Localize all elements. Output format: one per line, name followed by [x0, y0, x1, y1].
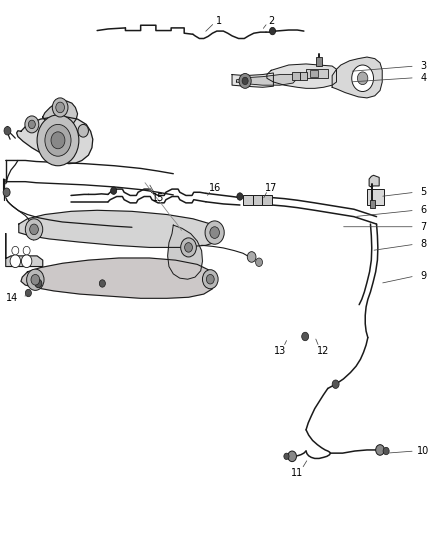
Circle shape	[332, 380, 339, 389]
Text: 7: 7	[420, 222, 427, 232]
Polygon shape	[43, 101, 78, 126]
Text: 17: 17	[265, 183, 277, 193]
Circle shape	[23, 246, 30, 255]
Bar	[370, 200, 375, 208]
Circle shape	[35, 279, 42, 288]
Circle shape	[206, 274, 214, 284]
Text: 2: 2	[268, 16, 274, 26]
Text: 3: 3	[420, 61, 427, 71]
Bar	[317, 56, 322, 66]
Circle shape	[25, 289, 32, 297]
Circle shape	[3, 188, 10, 197]
Circle shape	[284, 453, 289, 459]
Text: 8: 8	[420, 239, 427, 249]
Polygon shape	[369, 175, 379, 187]
Bar	[306, 69, 328, 78]
Circle shape	[56, 102, 64, 113]
Circle shape	[111, 187, 117, 195]
Polygon shape	[168, 225, 202, 279]
Circle shape	[357, 72, 368, 85]
Circle shape	[10, 255, 21, 268]
Circle shape	[30, 224, 39, 235]
Polygon shape	[332, 57, 382, 98]
Bar	[243, 196, 253, 205]
Circle shape	[255, 258, 262, 266]
Bar	[292, 72, 300, 80]
Text: 5: 5	[420, 187, 427, 197]
Polygon shape	[237, 75, 297, 85]
Circle shape	[288, 451, 297, 462]
Text: 11: 11	[291, 469, 304, 478]
Circle shape	[237, 193, 243, 200]
Circle shape	[376, 445, 385, 455]
Circle shape	[181, 238, 196, 257]
Circle shape	[210, 227, 219, 238]
Circle shape	[52, 98, 68, 117]
Polygon shape	[6, 233, 43, 266]
Bar	[367, 189, 385, 205]
Bar	[311, 70, 318, 77]
Bar	[262, 196, 272, 205]
Circle shape	[205, 221, 224, 244]
Circle shape	[185, 243, 192, 252]
Circle shape	[51, 132, 65, 149]
Text: 13: 13	[274, 346, 286, 357]
Circle shape	[302, 332, 309, 341]
Text: 16: 16	[208, 183, 221, 193]
Text: 14: 14	[6, 293, 18, 303]
Circle shape	[99, 280, 106, 287]
Text: 6: 6	[420, 205, 427, 215]
Circle shape	[27, 269, 44, 290]
Text: 15: 15	[152, 192, 164, 203]
Circle shape	[31, 274, 40, 285]
Bar	[253, 196, 262, 205]
Circle shape	[28, 120, 35, 128]
Text: 1: 1	[216, 16, 222, 26]
Text: 12: 12	[317, 346, 330, 357]
Polygon shape	[267, 64, 336, 88]
Circle shape	[25, 116, 39, 133]
Bar	[300, 72, 307, 80]
Circle shape	[37, 115, 79, 166]
Circle shape	[352, 65, 374, 92]
Polygon shape	[19, 211, 223, 247]
Polygon shape	[232, 73, 273, 87]
Circle shape	[12, 246, 19, 255]
Text: 9: 9	[420, 271, 427, 281]
Circle shape	[78, 124, 88, 137]
Polygon shape	[17, 117, 93, 164]
Circle shape	[21, 255, 32, 268]
Circle shape	[383, 447, 389, 455]
Circle shape	[242, 77, 248, 85]
Polygon shape	[21, 258, 215, 298]
Circle shape	[247, 252, 256, 262]
Circle shape	[25, 219, 43, 240]
Text: 4: 4	[420, 72, 427, 83]
Circle shape	[202, 270, 218, 289]
Circle shape	[269, 27, 276, 35]
Circle shape	[239, 74, 251, 88]
Text: 10: 10	[417, 446, 430, 456]
Circle shape	[4, 126, 11, 135]
Circle shape	[45, 124, 71, 156]
